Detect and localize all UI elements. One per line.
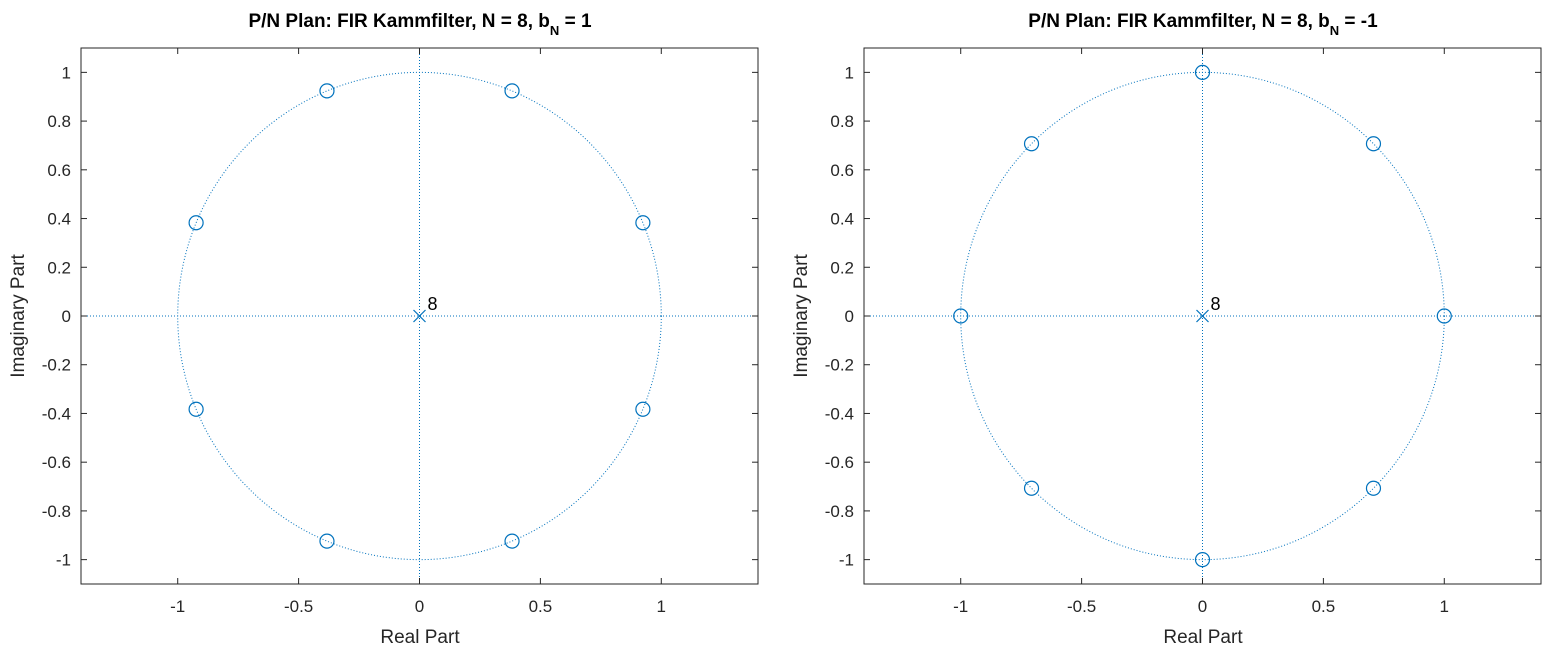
y-tick-label: -0.2 [825,356,854,375]
x-tick-label: -0.5 [1067,597,1096,616]
unit-circle [960,71,1445,561]
x-tick-label: 0 [1198,597,1207,616]
zero-marker [188,215,204,231]
y-tick-label: 0.4 [830,210,854,229]
y-tick-label: 0.6 [830,161,854,180]
pole-marker-stroke [1196,309,1209,323]
pole-marker [413,309,426,323]
x-axis-label: Real Part [1163,627,1243,648]
zero-marker [188,401,204,417]
y-tick-label: 0.2 [830,258,854,277]
chart-title: P/N Plan: FIR Kammfilter, N = 8, bN = -1 [1028,11,1378,38]
y-tick-label: -0.4 [825,404,854,423]
y-tick-label: 1 [845,63,854,82]
zero-marker [1194,552,1211,568]
zero-marker [1194,64,1211,80]
pole-multiplicity-label: 8 [1211,294,1221,314]
zero-marker [953,308,969,324]
y-tick-label: 0.6 [47,161,71,180]
pole-zero-plot-left: P/N Plan: FIR Kammfilter, N = 8, bN = 1 … [8,11,759,648]
y-tick-label: 0.8 [830,112,854,131]
y-tick-label: -0.2 [42,356,71,375]
zero-marker [504,83,520,99]
zero-marker [319,83,335,99]
y-tick-label: 0.8 [47,112,71,131]
y-tick-label: 0 [62,307,71,326]
y-tick-label: 1 [62,63,71,82]
zero-marker [504,533,520,549]
x-tick-label: 1 [1440,597,1449,616]
y-tick-label: -1 [839,551,854,570]
y-tick-label: 0 [845,307,854,326]
zero-marker [635,401,651,417]
x-axis-label: Real Part [380,627,460,648]
zero-marker [1436,308,1452,324]
x-tick-label: -0.5 [284,597,313,616]
x-tick-label: 0.5 [1312,597,1336,616]
y-tick-label: -0.8 [42,502,71,521]
y-tick-label: -0.6 [42,453,71,472]
zero-marker [1023,480,1040,496]
zero-marker [1365,136,1382,152]
y-axis-label: Imaginary Part [8,254,29,378]
zero-marker [635,215,651,231]
x-tick-label: 0 [415,597,424,616]
zero-marker [319,533,335,549]
chart-title: P/N Plan: FIR Kammfilter, N = 8, bN = 1 [248,11,591,38]
y-tick-label: -1 [56,551,71,570]
y-tick-label: -0.4 [42,404,71,423]
pole-marker-stroke [413,309,426,323]
zero-marker [1023,136,1040,152]
x-tick-label: -1 [953,597,968,616]
y-tick-label: 0.4 [47,210,71,229]
pole-marker [1196,309,1209,323]
zero-marker [1365,480,1382,496]
x-tick-label: -1 [170,597,185,616]
pole-multiplicity-label: 8 [428,294,438,314]
y-axis-label: Imaginary Part [791,254,812,378]
x-tick-label: 0.5 [529,597,553,616]
y-tick-label: -0.8 [825,502,854,521]
y-tick-label: 0.2 [47,258,71,277]
pole-zero-plot-right: P/N Plan: FIR Kammfilter, N = 8, bN = -1… [791,11,1542,648]
x-tick-label: 1 [657,597,666,616]
unit-circle [177,71,662,561]
y-tick-label: -0.6 [825,453,854,472]
